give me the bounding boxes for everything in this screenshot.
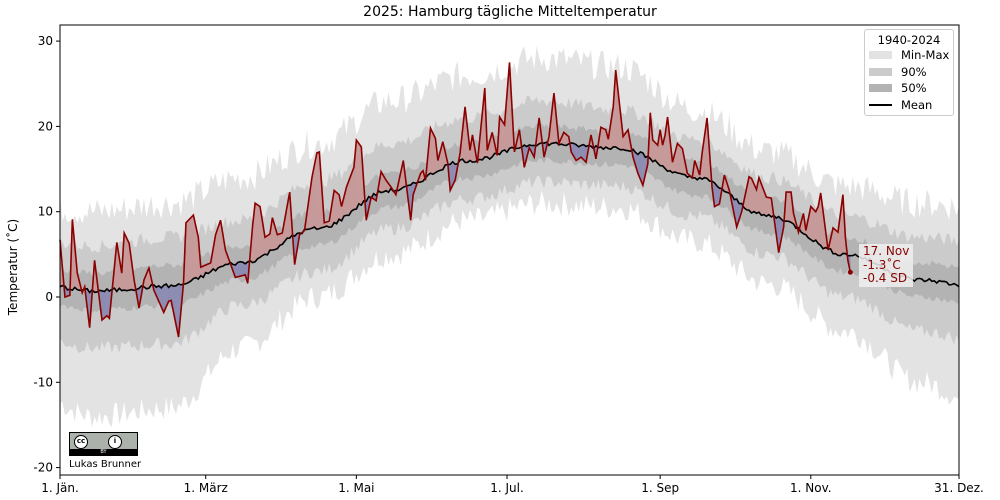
legend-line <box>869 103 892 106</box>
x-tick-label: 1. Sep <box>641 481 679 495</box>
legend-swatch <box>869 51 892 60</box>
anomaly-fill <box>766 197 769 217</box>
legend-swatch <box>869 84 892 93</box>
last-value-annotation: 17. Nov -1.3˚C -0.4 SD <box>859 244 914 287</box>
anomaly-fill <box>835 229 839 256</box>
y-axis-label: Temperatur (˚C) <box>6 218 20 316</box>
legend-label: Min-Max <box>901 48 950 63</box>
y-tick-label: -20 <box>33 461 53 475</box>
legend-item-minmax: Min-Max <box>865 47 953 64</box>
plot-frame <box>59 24 960 476</box>
y-tick-label: 30 <box>38 34 53 48</box>
x-tick-label: 1. März <box>184 481 228 495</box>
x-tick-label: 1. Mai <box>338 481 374 495</box>
anomaly-fill <box>677 143 681 174</box>
legend: 1940-2024 Min-Max 90% 50% Mean <box>864 29 954 116</box>
anomaly-fill <box>254 202 258 263</box>
annotation-date: 17. Nov <box>863 244 910 258</box>
legend-title: 1940-2024 <box>877 33 941 47</box>
anomaly-fill <box>104 288 108 319</box>
legend-item-50: 50% <box>865 80 953 97</box>
y-tick-label: -10 <box>33 375 53 389</box>
band-min-max <box>60 45 959 428</box>
anomaly-fill <box>430 128 434 175</box>
anomaly-fill <box>188 217 192 283</box>
legend-swatch <box>869 67 892 76</box>
anomaly-fill <box>240 261 243 277</box>
cc-by-license-logo: cc i BY <box>69 432 138 456</box>
anomaly-fill <box>356 139 359 210</box>
y-tick-label: 0 <box>45 290 53 304</box>
annotation-sd: -0.4 SD <box>863 271 908 285</box>
anomaly-fill <box>832 227 836 254</box>
last-value-marker <box>847 269 853 275</box>
x-tick-label: 1. Jän. <box>41 481 79 495</box>
mean-line <box>59 141 960 294</box>
anomaly-fill <box>124 232 127 291</box>
anomaly-fill <box>748 176 752 214</box>
anomaly-fill <box>257 204 261 259</box>
anomaly-fill <box>101 290 105 321</box>
y-tick-label: 20 <box>38 119 53 133</box>
x-tick-label: 31. Dez. <box>934 481 984 495</box>
legend-label: 90% <box>901 64 927 79</box>
series-2025-line <box>59 62 852 338</box>
author-credit: Lukas Brunner <box>69 459 142 470</box>
attribution-icon: i <box>108 435 122 449</box>
anomaly-fill <box>237 261 241 277</box>
annotation-value: -1.3˚C <box>863 257 901 272</box>
cc-icon: cc <box>74 435 88 449</box>
anomaly-fill <box>333 190 337 225</box>
anomaly-fill <box>316 151 320 230</box>
anomaly-fill <box>810 206 814 242</box>
anomaly-fill <box>600 127 604 150</box>
by-label: BY <box>70 449 137 455</box>
x-tick-label: 1. Jul. <box>490 481 524 495</box>
anomaly-fill <box>813 208 816 242</box>
x-tick-label: 1. Nov. <box>790 481 832 495</box>
legend-item-90: 90% <box>865 64 953 81</box>
anomaly-fill <box>190 214 194 282</box>
anomaly-fill <box>788 191 792 223</box>
y-tick-label: 10 <box>38 205 53 219</box>
legend-label: Mean <box>901 97 933 112</box>
legend-item-mean: Mean <box>865 97 953 114</box>
anomaly-fill <box>279 232 283 246</box>
chart-title: 2025: Hamburg tägliche Mitteltemperatur <box>363 4 657 20</box>
legend-label: 50% <box>901 81 927 96</box>
anomaly-fill <box>603 128 606 150</box>
anomaly-fill <box>264 235 268 256</box>
